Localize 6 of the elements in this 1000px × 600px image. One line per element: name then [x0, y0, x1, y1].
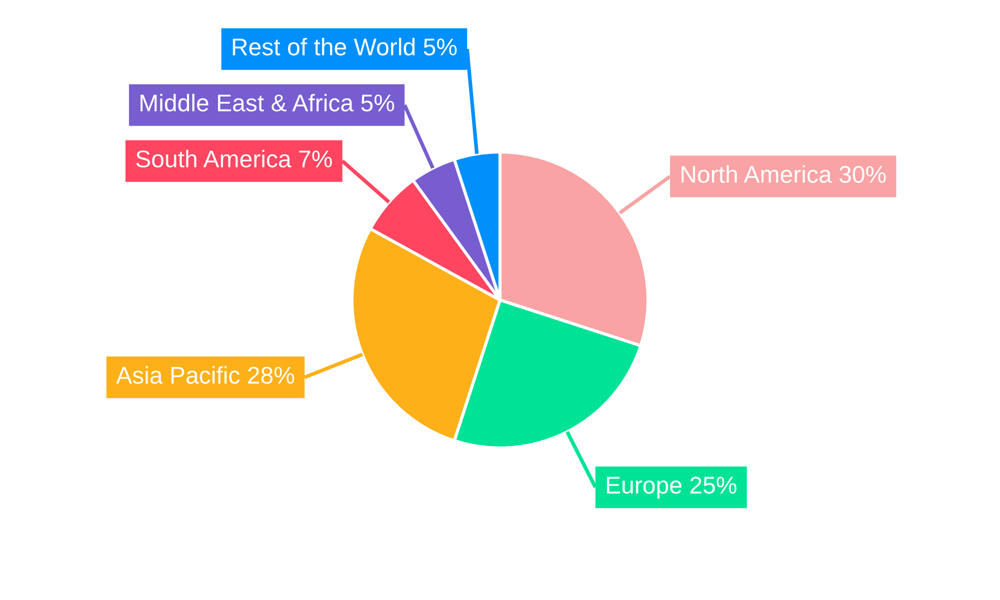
- slice-label: South America 7%: [136, 150, 332, 168]
- slice-label: Asia Pacific 28%: [116, 366, 294, 384]
- slice-label: Europe 25%: [606, 476, 736, 498]
- slice-label: North America 30%: [682, 165, 886, 183]
- slice-label: Rest of the World 5%: [232, 38, 457, 56]
- slice-label: Middle East & Africa 5%: [140, 94, 394, 112]
